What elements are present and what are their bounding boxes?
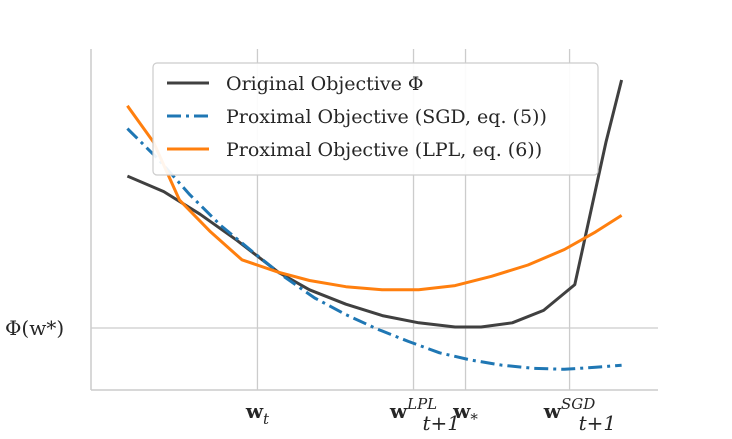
x-tick-text-wlpl: wLPL bbox=[389, 395, 437, 423]
legend-entry-original: Original Objective Φ bbox=[167, 73, 423, 95]
legend-entry-lpl: Proximal Objective (LPL, eq. (6)) bbox=[167, 139, 542, 161]
legend: Original Objective Φ Proximal Objective (… bbox=[152, 62, 599, 176]
axes bbox=[90, 49, 658, 391]
x-tick-text-wsgd: wSGD bbox=[543, 395, 596, 423]
x-tick-subscript-wsgd: t+1 bbox=[579, 411, 617, 435]
legend-label-lpl: Proximal Objective (LPL, eq. (6)) bbox=[226, 139, 542, 161]
x-tick-text-wstar: w* bbox=[452, 399, 478, 428]
x-tick-text-wt: wt bbox=[245, 399, 270, 428]
series-line-lpl bbox=[126, 104, 623, 292]
legend-label-original: Original Objective Φ bbox=[226, 73, 423, 95]
series-line-original bbox=[126, 79, 624, 329]
plot-lines bbox=[126, 79, 624, 371]
x-tick-label-wstar: w* bbox=[452, 399, 478, 428]
series-line-sgd bbox=[126, 127, 622, 371]
legend-entry-sgd: Proximal Objective (SGD, eq. (5)) bbox=[167, 106, 547, 128]
legend-label-sgd: Proximal Objective (SGD, eq. (5)) bbox=[226, 106, 547, 128]
x-tick-subscript-wlpl: t+1 bbox=[423, 411, 461, 435]
legend-box bbox=[152, 62, 599, 176]
y-tick-label-phi-wstar: Φ(w*) bbox=[5, 316, 64, 340]
x-tick-label-wt: wt bbox=[245, 399, 270, 428]
